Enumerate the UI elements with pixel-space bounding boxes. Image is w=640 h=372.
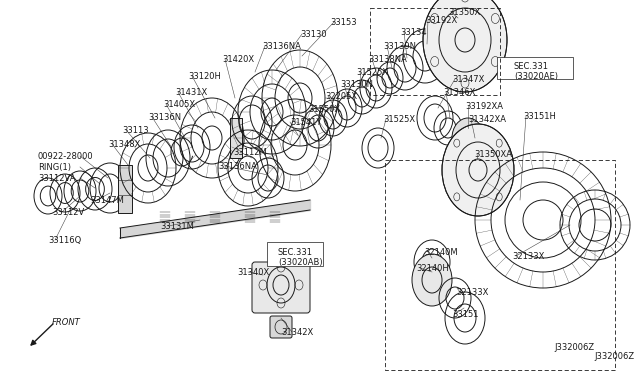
Ellipse shape bbox=[412, 254, 452, 306]
Text: FRONT: FRONT bbox=[52, 318, 81, 327]
Text: 31347X: 31347X bbox=[452, 75, 484, 84]
FancyBboxPatch shape bbox=[497, 57, 573, 79]
Text: 33116Q: 33116Q bbox=[48, 236, 81, 245]
Text: 33138NA: 33138NA bbox=[368, 55, 407, 64]
Text: 31541Y: 31541Y bbox=[290, 118, 321, 127]
Text: 33153: 33153 bbox=[330, 18, 356, 27]
Text: 33120H: 33120H bbox=[188, 72, 221, 81]
FancyBboxPatch shape bbox=[270, 316, 292, 338]
Text: 33192X: 33192X bbox=[425, 16, 457, 25]
Text: 33147M: 33147M bbox=[90, 196, 124, 205]
Text: 33130N: 33130N bbox=[340, 80, 373, 89]
Text: 33130: 33130 bbox=[300, 30, 326, 39]
Text: 32140M: 32140M bbox=[424, 248, 458, 257]
Text: 31342XA: 31342XA bbox=[468, 115, 506, 124]
Text: J332006Z: J332006Z bbox=[594, 352, 634, 361]
Text: SEC.331: SEC.331 bbox=[514, 62, 549, 71]
Ellipse shape bbox=[452, 118, 484, 158]
Text: 31340X: 31340X bbox=[237, 268, 269, 277]
Ellipse shape bbox=[442, 124, 514, 216]
Text: 31350X: 31350X bbox=[448, 8, 480, 17]
Text: 31431X: 31431X bbox=[175, 88, 207, 97]
Text: 33112VA: 33112VA bbox=[38, 174, 76, 183]
Text: SEC.331: SEC.331 bbox=[278, 248, 313, 257]
Text: 31342X: 31342X bbox=[281, 328, 313, 337]
Text: 31405X: 31405X bbox=[163, 100, 195, 109]
Text: 33151H: 33151H bbox=[523, 112, 556, 121]
Text: 31525X: 31525X bbox=[383, 115, 415, 124]
Text: 33112V: 33112V bbox=[52, 208, 84, 217]
Text: 33139N: 33139N bbox=[383, 42, 416, 51]
Text: (33020AB): (33020AB) bbox=[278, 258, 323, 267]
Text: 32133X: 32133X bbox=[456, 288, 488, 297]
Text: 33192XA: 33192XA bbox=[465, 102, 503, 111]
Text: 31550X: 31550X bbox=[308, 105, 340, 114]
Text: 00922-28000: 00922-28000 bbox=[38, 152, 93, 161]
Text: 32140H: 32140H bbox=[416, 264, 449, 273]
Text: 33131M: 33131M bbox=[160, 222, 194, 231]
Text: 32205X: 32205X bbox=[325, 92, 357, 101]
Text: 31420X: 31420X bbox=[222, 55, 254, 64]
Text: 33136NA: 33136NA bbox=[218, 162, 257, 171]
FancyBboxPatch shape bbox=[267, 242, 323, 266]
Text: 31346X: 31346X bbox=[443, 88, 476, 97]
Text: 33112M: 33112M bbox=[233, 148, 267, 157]
Bar bbox=[230, 118, 242, 158]
Text: 33113: 33113 bbox=[122, 126, 148, 135]
Text: 33136NA: 33136NA bbox=[262, 42, 301, 51]
Bar bbox=[118, 165, 132, 213]
Text: RING(1): RING(1) bbox=[38, 163, 71, 172]
Text: 31348X: 31348X bbox=[108, 140, 140, 149]
Text: 33136N: 33136N bbox=[148, 113, 181, 122]
Text: 33151: 33151 bbox=[452, 310, 479, 319]
Ellipse shape bbox=[423, 0, 507, 92]
Text: 33134: 33134 bbox=[400, 28, 427, 37]
FancyBboxPatch shape bbox=[252, 262, 310, 313]
Text: (33020AE): (33020AE) bbox=[514, 72, 558, 81]
Bar bbox=[477, 143, 495, 149]
Text: 31350XA: 31350XA bbox=[474, 150, 512, 159]
Text: J332006Z: J332006Z bbox=[554, 343, 594, 352]
Text: 32133X: 32133X bbox=[512, 252, 545, 261]
Text: 31525X: 31525X bbox=[356, 68, 388, 77]
